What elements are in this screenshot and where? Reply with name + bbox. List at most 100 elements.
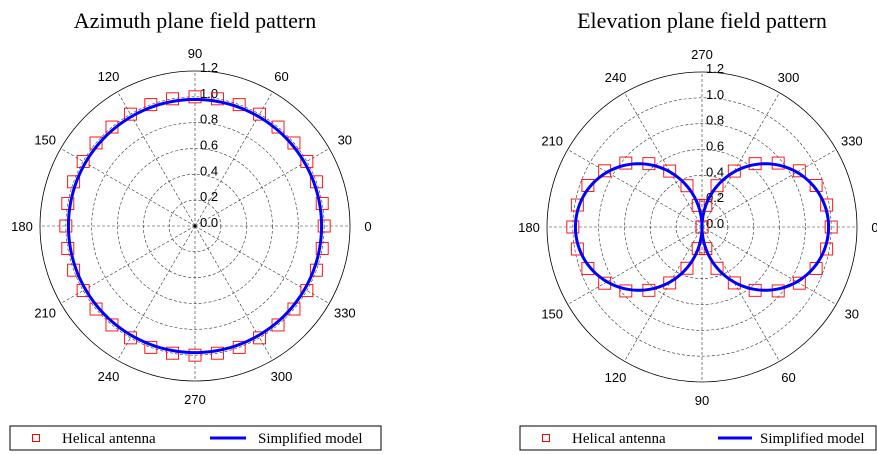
angle-label: 270 — [184, 392, 206, 407]
grid-spoke — [60, 225, 196, 304]
azimuth-chart: Azimuth plane field pattern 0.0 0.2 0.4 0.6… — [11, 8, 371, 407]
helical-marker — [566, 220, 580, 234]
angle-label: 120 — [98, 69, 120, 84]
grid-spoke — [701, 226, 837, 305]
helical-marker — [188, 90, 202, 104]
azimuth-center-dot — [193, 224, 197, 228]
angle-label: 270 — [691, 47, 713, 62]
helical-marker — [61, 197, 75, 211]
azimuth-radial-ticks: 0.0 0.2 0.4 0.6 0.8 1.0 1.2 — [200, 60, 218, 230]
grid-spoke — [117, 91, 196, 227]
grid-spoke — [701, 92, 780, 228]
helical-marker — [710, 179, 724, 193]
azimuth-legend-marker — [32, 434, 40, 442]
radial-tick-label: 1.2 — [200, 60, 218, 75]
azimuth-grid — [39, 70, 351, 382]
helical-marker — [710, 261, 724, 275]
angle-label: 0 — [871, 220, 877, 235]
radial-tick-label: 0.8 — [200, 112, 218, 127]
azimuth-chart-title: Azimuth plane field pattern — [74, 8, 317, 33]
grid-circle — [598, 123, 806, 331]
angle-label: 300 — [271, 369, 293, 384]
elevation-chart: Elevation plane field pattern 0.00.20.40… — [518, 8, 877, 408]
helical-marker — [727, 164, 741, 178]
helical-marker — [210, 92, 224, 106]
helical-marker — [691, 198, 705, 212]
grid-outer-circle — [39, 70, 351, 382]
helical-marker — [663, 276, 677, 290]
angle-label: 0 — [364, 219, 371, 234]
angle-label: 300 — [778, 70, 800, 85]
angle-label: 120 — [605, 370, 627, 385]
grid-spoke — [624, 92, 703, 228]
helical-marker — [691, 242, 705, 256]
helical-marker — [663, 164, 677, 178]
angle-label: 60 — [274, 69, 288, 84]
azimuth-angle-labels: 0 30 60 90 120 150 180 210 240 270 300 330 — [11, 46, 371, 407]
helical-marker — [824, 220, 838, 234]
angle-label: 180 — [518, 220, 540, 235]
angle-label: 60 — [781, 370, 795, 385]
radial-tick-label: 0.2 — [200, 189, 218, 204]
angle-label: 90 — [188, 46, 202, 61]
radial-tick-label: 0.8 — [706, 113, 724, 128]
elevation-legend: Helical antenna Simplified model — [519, 425, 877, 451]
elevation-legend-box — [519, 425, 877, 451]
helical-marker — [680, 179, 694, 193]
angle-label: 30 — [845, 307, 859, 322]
grid-spoke — [117, 225, 196, 361]
elevation-legend-marker — [542, 434, 550, 442]
elevation-radial-ticks: 0.00.20.40.60.81.01.2 — [706, 61, 724, 231]
helical-marker — [61, 241, 75, 255]
angle-label: 240 — [605, 70, 627, 85]
radial-tick-label: 0.6 — [706, 139, 724, 154]
angle-label: 150 — [34, 133, 56, 148]
azimuth-legend-model-label: Simplified model — [258, 431, 363, 447]
radial-tick-label: 0.6 — [200, 138, 218, 153]
grid-outer-circle — [546, 71, 858, 383]
grid-spoke — [60, 148, 196, 227]
elevation-angle-labels: 0 330 300 270 240 210 180 150 120 90 60 30 — [518, 47, 877, 408]
helical-marker — [317, 219, 331, 233]
radial-tick-label: 0.0 — [706, 216, 724, 231]
elevation-grid — [546, 71, 858, 383]
grid-circle — [572, 97, 832, 357]
grid-spoke — [701, 226, 780, 362]
angle-label: 30 — [338, 133, 352, 148]
elevation-chart-title: Elevation plane field pattern — [577, 8, 827, 33]
radial-tick-label: 1.0 — [706, 87, 724, 102]
azimuth-legend-helical-label: Helical antenna — [62, 431, 156, 447]
helical-marker — [315, 197, 329, 211]
grid-spoke — [701, 149, 837, 228]
angle-label: 210 — [541, 134, 563, 149]
radial-tick-label: 0.4 — [200, 163, 218, 178]
grid-spoke — [567, 149, 703, 228]
angle-label: 90 — [695, 393, 709, 408]
angle-label: 180 — [11, 219, 33, 234]
grid-spoke — [194, 225, 273, 361]
grid-spoke — [194, 148, 330, 227]
angle-label: 240 — [98, 369, 120, 384]
helical-marker — [315, 241, 329, 255]
angle-label: 330 — [334, 306, 356, 321]
elevation-simplified-model-curve — [573, 162, 831, 292]
azimuth-legend: Helical antenna Simplified model — [9, 425, 382, 451]
helical-marker — [699, 242, 713, 256]
azimuth-simplified-model-curve — [66, 97, 324, 355]
radial-tick-label: 0.0 — [200, 215, 218, 230]
helical-marker — [210, 346, 224, 360]
radial-tick-label: 1.2 — [706, 61, 724, 76]
helical-marker — [680, 261, 694, 275]
helical-marker — [699, 198, 713, 212]
helical-marker — [166, 92, 180, 106]
helical-marker — [166, 346, 180, 360]
grid-circle — [91, 122, 299, 330]
azimuth-legend-box — [9, 425, 382, 451]
angle-label: 210 — [34, 306, 56, 321]
grid-spoke — [567, 226, 703, 305]
helical-marker — [59, 219, 73, 233]
grid-spoke — [624, 226, 703, 362]
radial-tick-label: 1.0 — [200, 86, 218, 101]
radial-tick-label: 0.4 — [706, 164, 724, 179]
